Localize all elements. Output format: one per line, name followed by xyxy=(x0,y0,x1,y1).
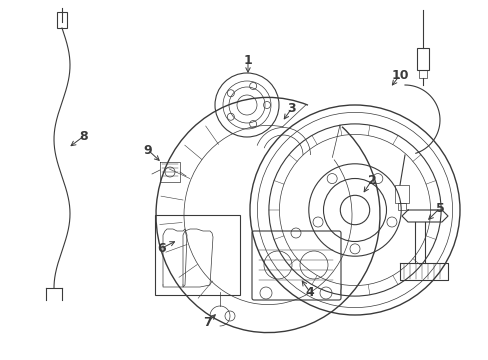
Text: 10: 10 xyxy=(390,68,408,81)
Bar xyxy=(416,48,428,70)
Bar xyxy=(397,203,405,210)
Text: 5: 5 xyxy=(435,202,444,215)
Text: 8: 8 xyxy=(80,130,88,143)
Text: 3: 3 xyxy=(287,102,296,114)
Bar xyxy=(155,215,240,295)
Bar xyxy=(394,185,408,203)
Text: 9: 9 xyxy=(143,144,152,157)
Bar xyxy=(418,70,426,78)
Text: 1: 1 xyxy=(243,54,252,67)
Bar xyxy=(57,12,67,28)
Text: 7: 7 xyxy=(203,315,212,328)
Text: 2: 2 xyxy=(367,174,376,186)
Text: 4: 4 xyxy=(305,285,314,298)
Text: 6: 6 xyxy=(157,242,166,255)
